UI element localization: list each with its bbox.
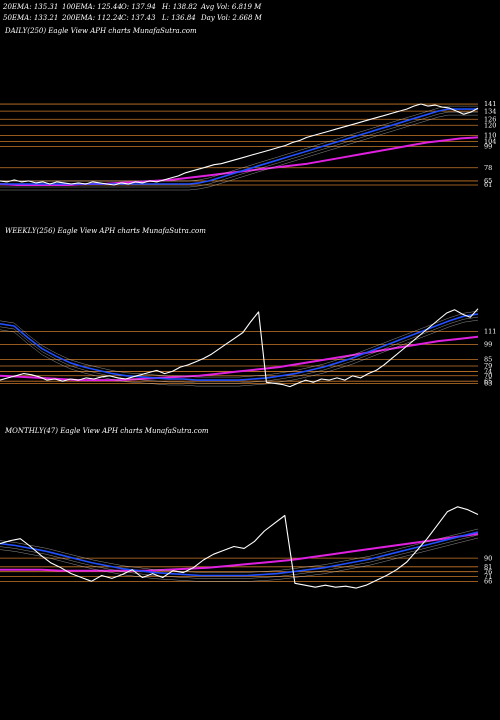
- ema-thin-line: [0, 534, 479, 579]
- level-label: 99: [484, 143, 492, 151]
- level-label: 78: [484, 164, 492, 172]
- monthly-chart-title: MONTHLY(47) Eagle View APH charts Munafa…: [5, 427, 209, 435]
- ema-blue-series-line: [0, 108, 478, 185]
- ema-thin-line: [0, 528, 479, 573]
- ema-thin-line: [0, 310, 479, 378]
- header-close: C: 137.43: [121, 14, 156, 22]
- level-label: 120: [484, 121, 496, 129]
- header-100ema: 100EMA: 125.44: [62, 3, 122, 11]
- level-label: 85: [484, 356, 492, 364]
- level-label: 99: [484, 341, 492, 349]
- header-low: L: 136.84: [162, 14, 196, 22]
- ema-thin-line: [0, 537, 479, 582]
- ema-magenta-series-line: [0, 532, 479, 572]
- header-200ema: 200EMA: 112.24: [62, 14, 122, 22]
- level-label: 76: [484, 568, 492, 576]
- ema-blue-series-line: [0, 531, 479, 577]
- daily-chart-title: DAILY(250) Eagle View APH charts MunafaS…: [5, 27, 197, 35]
- ema-blue-series-line: [0, 313, 479, 381]
- header-50ema: 50EMA: 133.21: [3, 14, 59, 22]
- header-high: H: 138.82: [162, 3, 198, 11]
- price-series-line: [0, 103, 479, 186]
- weekly-chart-title: WEEKLY(256) Eagle View APH charts Munafa…: [5, 227, 206, 235]
- ema-thin-line: [0, 105, 478, 182]
- ema-thin-line: [0, 114, 478, 191]
- level-label: 110: [484, 132, 496, 140]
- level-label: 90: [484, 554, 492, 562]
- level-label: 126: [484, 115, 496, 123]
- level-label: 79: [484, 362, 492, 370]
- level-label: 65: [484, 177, 492, 185]
- level-label: 71: [484, 573, 492, 581]
- level-label: 81: [484, 563, 492, 571]
- level-label: 74: [484, 368, 492, 376]
- header-day-vol: Day Vol: 2.668 M: [201, 14, 262, 22]
- header-avg-vol: Avg Vol: 6.819 M: [201, 3, 262, 11]
- price-series-line: [0, 308, 479, 388]
- level-label: 65: [484, 377, 492, 385]
- level-label: 104: [484, 138, 496, 146]
- level-label: 63: [484, 380, 492, 388]
- level-label: 141: [484, 100, 496, 108]
- price-series-line: [0, 506, 479, 589]
- level-label: 61: [484, 181, 492, 189]
- header-open: O: 137.94: [121, 3, 156, 11]
- ema-thin-line: [0, 111, 478, 188]
- ema-thin-line: [0, 319, 479, 387]
- level-label: 111: [484, 328, 496, 336]
- level-label: 66: [484, 578, 492, 586]
- level-label: 134: [484, 107, 496, 115]
- level-label: 70: [484, 372, 492, 380]
- header-20ema: 20EMA: 135.31: [3, 3, 59, 11]
- ema-thin-line: [0, 316, 479, 384]
